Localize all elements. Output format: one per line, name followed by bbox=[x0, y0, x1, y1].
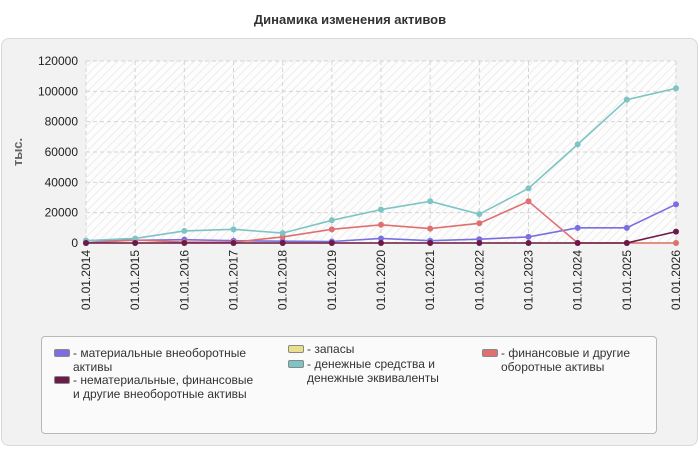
y-tick-label: 60000 bbox=[45, 145, 79, 159]
data-point[interactable] bbox=[673, 85, 679, 92]
x-tick-label: 01.01.2018 bbox=[276, 250, 290, 310]
data-point[interactable] bbox=[525, 240, 532, 246]
data-point[interactable] bbox=[132, 240, 139, 246]
legend-swatch bbox=[54, 349, 70, 357]
data-point[interactable] bbox=[673, 201, 679, 208]
data-point[interactable] bbox=[378, 206, 384, 213]
x-tick-label: 01.01.2021 bbox=[423, 250, 437, 310]
data-point[interactable] bbox=[574, 224, 581, 231]
x-axis: 01.01.2014 01.01.2015 01.01.2016 01.01.2017… bbox=[79, 242, 683, 310]
y-axis: 0 20000 40000 60000 80000 100000 120000 bbox=[38, 54, 78, 250]
data-point[interactable] bbox=[279, 230, 286, 237]
y-tick-label: 20000 bbox=[45, 206, 79, 220]
data-point[interactable] bbox=[574, 240, 581, 246]
x-tick-label: 01.01.2017 bbox=[227, 250, 241, 310]
x-tick-label: 01.01.2020 bbox=[374, 250, 388, 310]
y-axis-label: тыс. bbox=[10, 138, 25, 166]
legend-swatch bbox=[54, 376, 70, 384]
x-tick-label: 01.01.2015 bbox=[128, 250, 142, 310]
data-point[interactable] bbox=[673, 228, 679, 235]
chart-legend: - материальные внеоборотные активы - нем… bbox=[41, 336, 657, 434]
legend-item-cash[interactable]: - денежные средства и денежные эквивален… bbox=[288, 357, 468, 385]
chart-title: Динамика изменения активов bbox=[253, 12, 447, 27]
legend-label: - материальные внеоборотные активы bbox=[73, 346, 247, 374]
legend-item-inventories[interactable]: - запасы bbox=[288, 342, 468, 356]
data-point[interactable] bbox=[525, 233, 532, 240]
series-group bbox=[83, 85, 679, 246]
data-point[interactable] bbox=[328, 240, 335, 246]
data-point[interactable] bbox=[378, 240, 384, 246]
grid-lines bbox=[85, 60, 677, 244]
data-point[interactable] bbox=[574, 141, 581, 148]
data-point[interactable] bbox=[623, 224, 630, 231]
data-point[interactable] bbox=[427, 198, 434, 205]
legend-item-tangible-assets[interactable]: - материальные внеоборотные активы bbox=[54, 346, 254, 374]
data-point[interactable] bbox=[476, 220, 483, 227]
legend-label: - финансовые и другие оборотные активы bbox=[501, 346, 630, 374]
legend-swatch bbox=[482, 349, 498, 357]
legend-label: - денежные средства и денежные эквивален… bbox=[307, 357, 439, 385]
data-point[interactable] bbox=[476, 211, 483, 218]
x-tick-label: 01.01.2023 bbox=[522, 250, 536, 310]
data-point[interactable] bbox=[427, 240, 434, 246]
data-point[interactable] bbox=[328, 217, 335, 224]
x-tick-label: 01.01.2014 bbox=[79, 250, 93, 310]
y-tick-label: 40000 bbox=[45, 175, 79, 189]
data-point[interactable] bbox=[230, 226, 237, 233]
x-tick-label: 01.01.2025 bbox=[620, 250, 634, 310]
y-tick-label: 120000 bbox=[38, 54, 78, 68]
y-tick-label: 100000 bbox=[38, 84, 78, 98]
data-point[interactable] bbox=[623, 96, 630, 103]
legend-label: - нематериальные, финансовые и другие вн… bbox=[73, 373, 254, 401]
data-point[interactable] bbox=[279, 240, 286, 246]
data-point[interactable] bbox=[181, 227, 188, 234]
data-point[interactable] bbox=[230, 240, 237, 246]
data-point[interactable] bbox=[378, 235, 384, 242]
x-tick-label: 01.01.2019 bbox=[325, 250, 339, 310]
legend-item-intangible-assets[interactable]: - нематериальные, финансовые и другие вн… bbox=[54, 373, 254, 401]
data-point[interactable] bbox=[83, 240, 89, 246]
data-point[interactable] bbox=[673, 240, 679, 246]
data-point[interactable] bbox=[378, 221, 384, 228]
data-point[interactable] bbox=[476, 240, 483, 246]
x-tick-label: 01.01.2016 bbox=[177, 250, 191, 310]
data-point[interactable] bbox=[525, 185, 532, 192]
data-point[interactable] bbox=[525, 198, 532, 205]
data-point[interactable] bbox=[427, 225, 434, 232]
data-point[interactable] bbox=[181, 240, 188, 246]
y-tick-label: 0 bbox=[71, 236, 78, 250]
legend-swatch bbox=[288, 360, 304, 368]
y-tick-label: 80000 bbox=[45, 115, 79, 129]
x-tick-label: 01.01.2022 bbox=[472, 250, 486, 310]
legend-swatch bbox=[288, 345, 304, 353]
legend-item-financial-assets[interactable]: - финансовые и другие оборотные активы bbox=[482, 346, 652, 374]
data-point[interactable] bbox=[328, 226, 335, 233]
x-tick-label: 01.01.2026 bbox=[669, 250, 683, 310]
legend-label: - запасы bbox=[307, 342, 355, 356]
data-point[interactable] bbox=[623, 240, 630, 246]
data-point[interactable] bbox=[132, 235, 139, 242]
x-tick-label: 01.01.2024 bbox=[571, 250, 585, 310]
